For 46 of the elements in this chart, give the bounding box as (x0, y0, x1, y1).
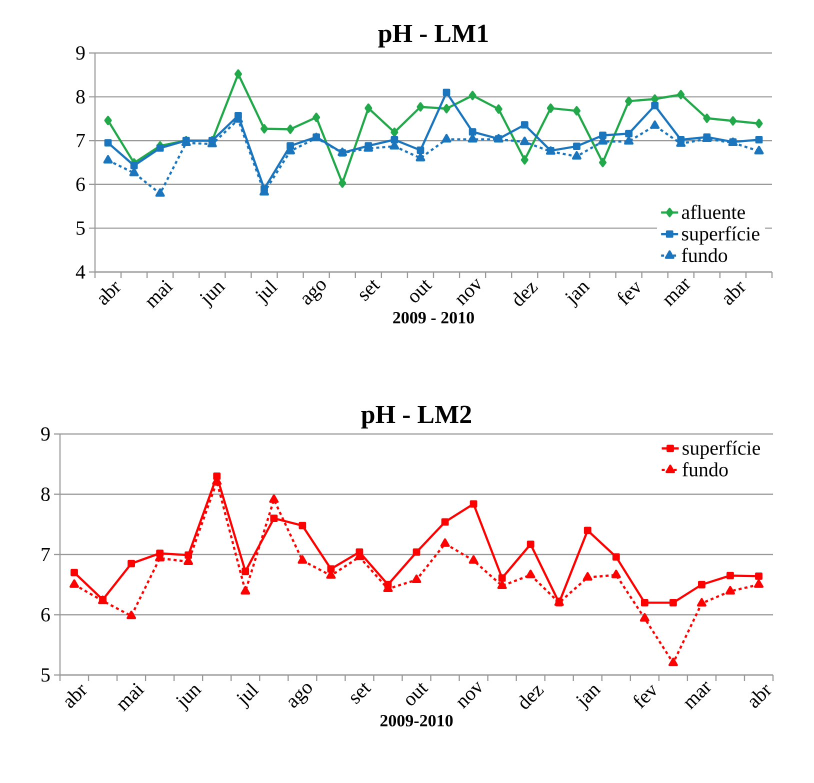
x-tick-label: jun (176, 686, 202, 712)
y-tick-label: 5 (76, 222, 85, 235)
x-tick-label: dez (513, 282, 538, 306)
y-tick-label: 7 (76, 134, 85, 148)
x-tick-label: abr (750, 684, 772, 708)
x-tick-label: mai (117, 683, 145, 712)
x-tick-label: mai (146, 280, 174, 309)
x-tick-label: abr (98, 282, 121, 305)
x-tick-label: set (350, 683, 372, 704)
x-tick-label: ago (288, 684, 312, 708)
chart-title: pH - LM2 (361, 406, 472, 429)
x-tick-label: jan (576, 686, 602, 712)
y-tick-label: 5 (42, 668, 50, 682)
chart-title: pH - LM1 (378, 24, 488, 48)
x-tick-label: jan (565, 282, 590, 308)
y-tick-label: 9 (41, 427, 50, 441)
y-tick-label: 6 (76, 178, 85, 192)
legend-label: superfície (682, 226, 760, 245)
y-tick-label: 9 (76, 46, 85, 60)
legend-label: fundo (682, 248, 728, 262)
x-tick-label: fev (634, 684, 656, 709)
x-tick-label: nov (456, 278, 480, 306)
x-tick-label: jul (236, 682, 260, 710)
x-tick-label: ago (302, 281, 326, 305)
x-tick-label: abr (65, 684, 87, 708)
x-tick-label: jun (200, 282, 226, 310)
x-tick-label: out (410, 280, 432, 302)
x-tick-label: mar (684, 681, 712, 710)
x-tick-label: abr (724, 282, 746, 305)
x-tick-label: jul (256, 280, 278, 306)
x-axis-title: 2009-2010 (380, 714, 453, 726)
x-tick-label: dez (519, 685, 544, 709)
legend-label: superfície (682, 440, 760, 459)
legend-label: fundo (682, 462, 728, 476)
legend-label: afluente (682, 204, 745, 220)
x-tick-label: fev (618, 282, 640, 306)
y-tick-label: 4 (76, 265, 86, 279)
x-tick-label: out (406, 683, 428, 706)
x-tick-label: nov (457, 681, 482, 709)
x-tick-label: set (360, 280, 380, 302)
y-tick-label: 8 (41, 488, 50, 502)
y-tick-label: 7 (42, 548, 50, 562)
y-tick-label: 8 (76, 90, 85, 104)
x-axis-title: 2009 - 2010 (393, 312, 474, 324)
y-tick-label: 6 (41, 608, 50, 622)
x-tick-label: mar (664, 278, 690, 307)
